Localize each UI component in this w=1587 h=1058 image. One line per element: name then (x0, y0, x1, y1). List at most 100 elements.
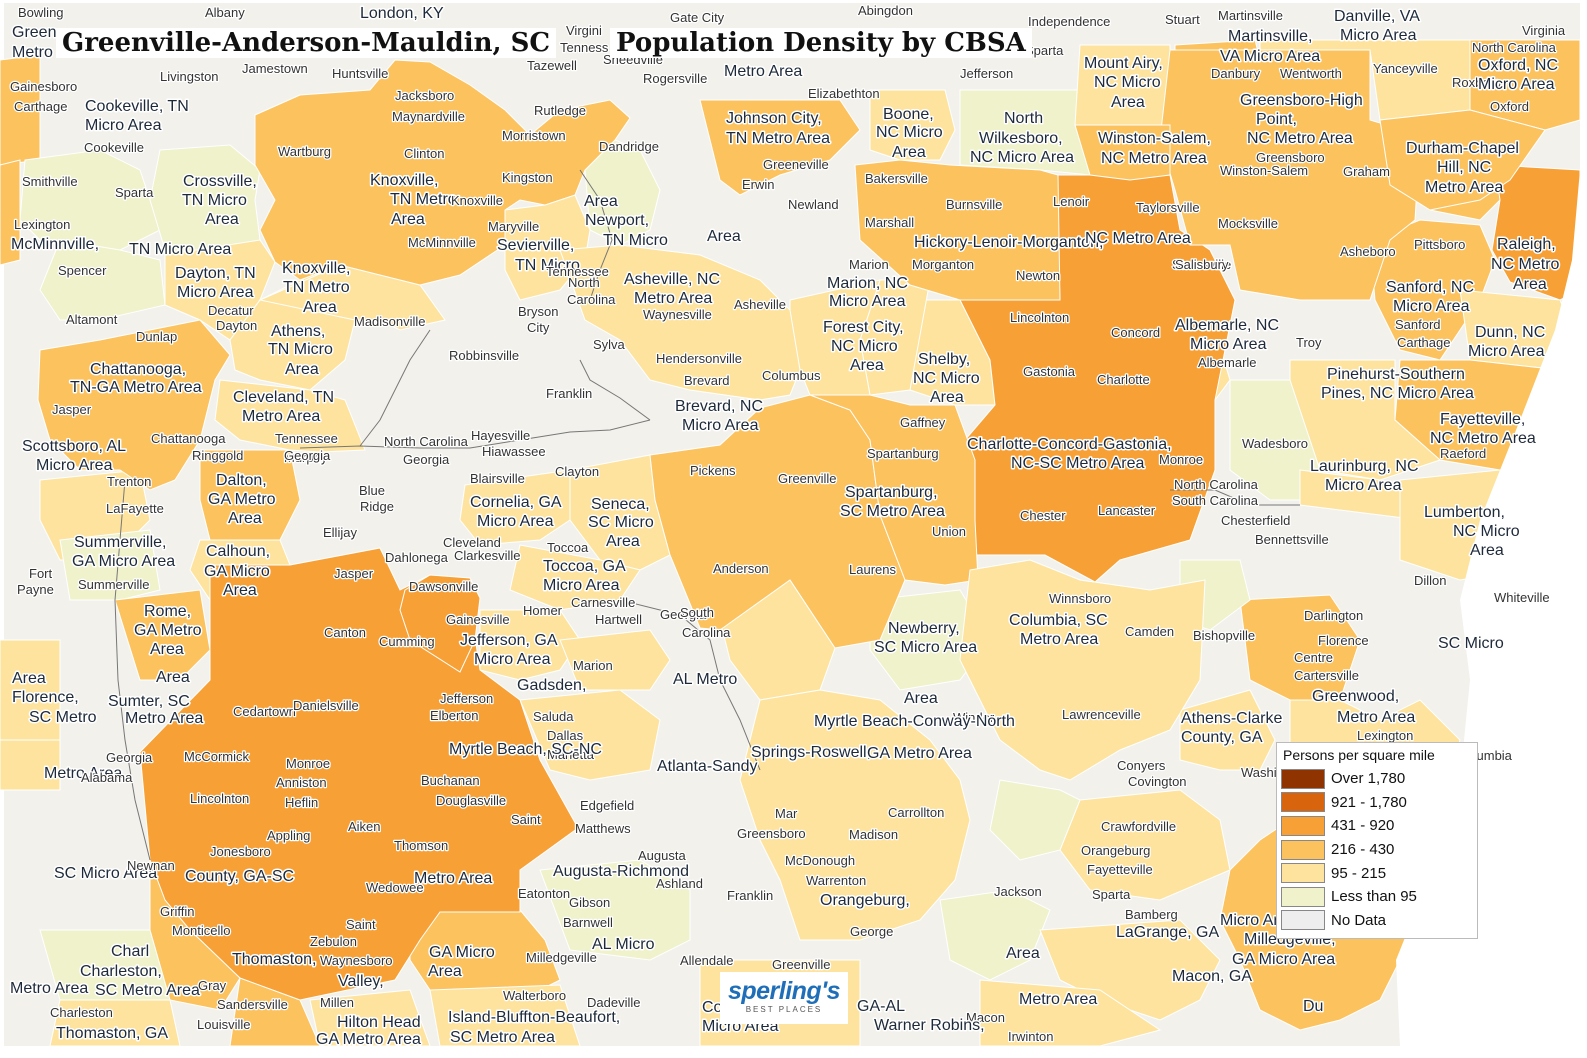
city-label: Lexington (1357, 728, 1413, 743)
cbsa-area (1059, 789, 1231, 901)
cbsa-label: Laurinburg, NC (1310, 458, 1419, 475)
city-label: Appling (267, 828, 310, 843)
legend-swatch (1281, 768, 1325, 789)
city-label: Columbus (762, 368, 821, 383)
city-label: Carthage (1397, 335, 1450, 350)
cbsa-label: Myrtle Beach, SC-NC (449, 741, 602, 758)
city-label: Dadeville (587, 995, 640, 1010)
cbsa-label: SC Metro Area (95, 982, 200, 999)
city-label: Cookeville (84, 140, 144, 155)
legend-swatch (1281, 839, 1325, 860)
cbsa-label: Area (892, 144, 926, 161)
cbsa-label: VA Micro Area (1220, 48, 1320, 65)
legend-item: 95 - 215 (1281, 861, 1471, 885)
cbsa-area (939, 889, 1051, 981)
city-label: Jonesboro (210, 844, 271, 859)
cbsa-label: Albemarle, NC (1175, 317, 1279, 334)
city-label: Thomson (394, 838, 448, 853)
cbsa-label: Hickory-Lenoir-Morganton, (914, 234, 1103, 251)
city-label: Concord (1111, 325, 1160, 340)
cbsa-area (979, 979, 1162, 1047)
cbsa-area (959, 89, 1091, 176)
city-label: Bishopville (1193, 628, 1255, 643)
cbsa-area (459, 469, 571, 546)
cbsa-label: Dayton, TN (175, 265, 256, 282)
state-border (579, 359, 651, 421)
city-label: Conyers (1117, 758, 1166, 773)
cbsa-label: Area (285, 361, 319, 378)
state-border (299, 419, 651, 449)
cbsa-area (1039, 919, 1221, 1021)
city-label: Virginia (1522, 23, 1566, 38)
city-label: Marion (849, 257, 889, 272)
cbsa-label: Micro Area (1325, 477, 1402, 494)
cbsa-label: Springs-Roswell, (751, 744, 871, 761)
cbsa-label: Crossville, (183, 173, 257, 190)
city-label: Monroe (286, 756, 330, 771)
city-label: Asheboro (1340, 244, 1396, 259)
logo-wordmark: sperling's (727, 977, 841, 1005)
city-label: Saluda (533, 709, 574, 724)
cbsa-label: Athens-Clarke (1181, 710, 1282, 727)
legend-label: 921 - 1,780 (1331, 793, 1407, 811)
cbsa-label: Macon, GA (1172, 968, 1252, 985)
cbsa-label: Rome, (144, 603, 191, 620)
city-label: Erwin (742, 177, 775, 192)
city-label: South (680, 605, 714, 620)
city-label: Morristown (502, 128, 566, 143)
cbsa-label: Newport, (585, 212, 649, 229)
cbsa-label: Area (428, 963, 462, 980)
map-labels: Bowling Albany London, KY Virgini Tenness Gat… (9, 2, 1568, 1050)
cbsa-label: SC Micro Area (874, 639, 977, 656)
city-label: Sparta (1092, 887, 1131, 902)
cbsa-area (559, 629, 671, 691)
map-title-left: Greenville-Anderson-Mauldin, SC (56, 28, 557, 58)
cbsa-label: Newberry, (888, 620, 960, 637)
city-label: Yanceyville (1373, 61, 1438, 76)
city-label: Mocksville (1218, 216, 1278, 231)
sperlings-logo[interactable]: sperling's BEST PLACES (720, 972, 848, 1024)
city-label: LaFayette (106, 501, 164, 516)
cbsa-label: Sanford, NC (1386, 279, 1474, 296)
city-label: Independence (1028, 14, 1110, 29)
cbsa-label: Charl (111, 943, 149, 960)
cbsa-label: Area (584, 193, 618, 210)
cbsa-label: GA Metro Area (316, 1031, 421, 1048)
city-label: Gray (198, 978, 227, 993)
city-label: Sylva (593, 337, 626, 352)
logo-tagline: BEST PLACES (745, 1005, 823, 1014)
cbsa-label: Durham-Chapel (1406, 140, 1519, 157)
city-label: Martinsville (1218, 8, 1283, 23)
city-label: Bamberg (1125, 907, 1178, 922)
city-label: Heflin (285, 795, 318, 810)
city-label: Maynardville (392, 109, 465, 124)
cbsa-label: Winston-Salem, (1098, 130, 1211, 147)
cbsa-label: Area (707, 228, 741, 245)
city-label: North (568, 275, 600, 290)
cbsa-label: Forest City, (823, 319, 904, 336)
cbsa-label: NC Micro (913, 370, 980, 387)
city-label: Troy (1296, 335, 1322, 350)
cbsa-label: Area (1006, 945, 1040, 962)
cbsa-area (309, 989, 431, 1047)
city-label: Gainesboro (10, 79, 77, 94)
city-label: North Carolina (1472, 40, 1557, 55)
cbsa-label: County, GA-SC (185, 868, 294, 885)
cbsa-label: Metro Area (414, 870, 492, 887)
city-label: Hartwell (595, 612, 642, 627)
city-label: Orangeburg (1081, 843, 1150, 858)
city-label: Laurens (849, 562, 896, 577)
city-label: Lancaster (1098, 503, 1156, 518)
cbsa-label: Area (850, 357, 884, 374)
cbsa-label: Summerville, (74, 534, 166, 551)
cbsa-area (214, 379, 366, 453)
city-label: Dallas (547, 728, 584, 743)
city-label: McCormick (184, 749, 249, 764)
city-label: Georgia (106, 750, 153, 765)
city-label: Anniston (276, 775, 327, 790)
cbsa-label: Florence, (12, 689, 79, 706)
cbsa-label: NC Metro Area (1430, 430, 1536, 447)
cbsa-label: Micro Area (543, 577, 620, 594)
cbsa-label: Area (223, 582, 257, 599)
cbsa-label: Toccoa, GA (543, 558, 626, 575)
